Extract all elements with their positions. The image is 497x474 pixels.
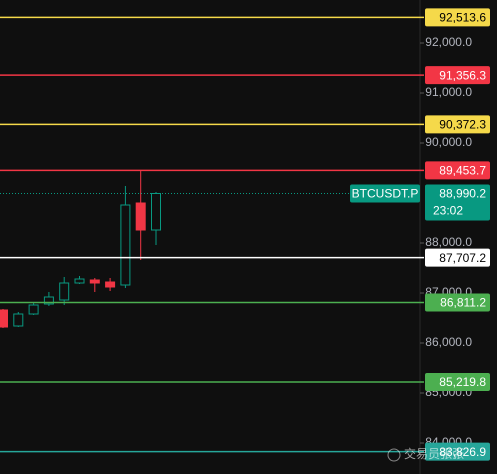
candle-body [43,296,54,305]
level-label: 89,453.7 [439,163,486,177]
level-label-box [425,115,490,134]
level-label-box [425,161,490,180]
symbol-label: BTCUSDT.P [352,187,419,201]
y-tick-label: 86,000.0 [425,335,472,349]
level-label-box [425,66,490,85]
level-label: 83,826.9 [439,445,486,459]
candle-body [105,281,116,288]
candle-body [151,192,161,231]
candle-body [120,204,131,286]
level-label: 86,811.2 [440,296,486,310]
level-label: 85,219.8 [439,375,486,389]
level-label-box [425,248,490,267]
candle-body [28,304,39,315]
last-price-box [425,184,490,221]
candle-body [0,309,8,328]
y-tick-label: 92,000.0 [425,35,472,49]
level-label-box [425,293,490,312]
y-tick-label: 88,000.0 [425,235,472,249]
candle-body [135,202,146,231]
candle-body [89,279,100,284]
level-label-box [425,442,490,461]
watermark: 交易员张张 [404,446,464,461]
candle-body [74,278,85,284]
candle-body [59,282,70,301]
symbol-box [350,184,420,203]
level-label: 91,356.3 [439,68,486,82]
last-price-label: 88,990.2 [439,187,486,201]
watermark-icon [387,448,401,462]
y-tick-label: 91,000.0 [425,85,472,99]
level-label: 92,513.6 [439,10,486,24]
level-label: 87,707.2 [439,251,486,265]
y-tick-label: 90,000.0 [425,135,472,149]
level-label-box [425,8,490,27]
countdown-label: 23:02 [433,204,463,218]
level-label: 90,372.3 [439,118,486,132]
candle-body [13,313,24,327]
level-label-box [425,373,490,392]
